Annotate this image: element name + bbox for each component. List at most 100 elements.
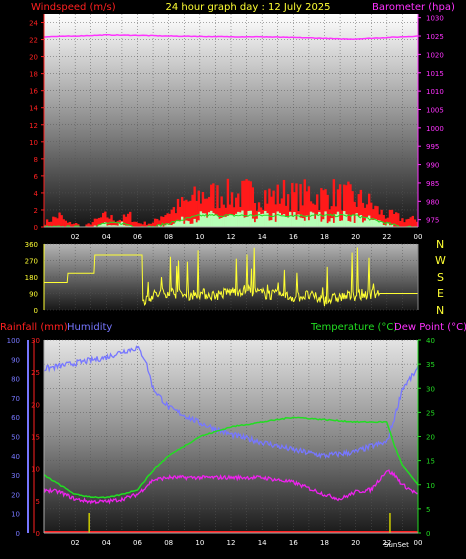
rainfall-tick-label: 25 — [31, 369, 40, 377]
wind-gust-bar — [93, 218, 97, 227]
wind-average-bar — [338, 220, 342, 227]
wind-gust-bar — [70, 224, 74, 227]
wind-gust-bar — [330, 206, 333, 227]
wind-gust-bar — [230, 192, 234, 227]
wind-gust-bar — [205, 198, 209, 227]
wind-direction-line — [44, 247, 418, 307]
wind-gust-bar — [340, 210, 344, 227]
wind-gust-bar — [48, 221, 51, 227]
temperature-tick-label: 20 — [426, 434, 435, 442]
wind-gust-bar — [56, 218, 59, 227]
humidity-tick-label: 100 — [7, 337, 20, 345]
wind-gust-bar — [116, 220, 119, 227]
wind-gust-bar — [332, 179, 336, 227]
temperature-tick-label: 25 — [426, 409, 435, 417]
wind-average-bar — [390, 224, 394, 227]
wind-gust-bar — [72, 223, 76, 227]
wind-average-bar — [191, 223, 194, 227]
wind-gust-bar — [405, 219, 408, 227]
climate-time-tick-label: 18 — [320, 539, 329, 547]
wind-gust-bar — [216, 185, 219, 227]
wind-average-bar — [259, 214, 263, 227]
wind-average-bar — [224, 216, 227, 227]
windspeed-tick-label: 16 — [29, 88, 38, 96]
wind-average-bar — [112, 225, 115, 227]
climate-time-tick-label: 14 — [258, 539, 267, 547]
windspeed-tick-label: 22 — [29, 37, 38, 45]
wind-average-bar — [343, 211, 346, 227]
wind-gust-bar — [359, 189, 363, 227]
wind-gust-bar — [178, 206, 182, 227]
climate-series — [43, 345, 419, 533]
wind-gust-bar — [185, 199, 188, 227]
windspeed-tick-label: 14 — [29, 105, 38, 113]
compass-w: W — [435, 254, 446, 267]
wind-average-bar — [158, 224, 161, 227]
wind-gust-bar — [164, 215, 167, 227]
wind-average-bar — [291, 215, 294, 227]
wind-average-bar — [185, 220, 188, 227]
wind-gust-bar — [295, 183, 298, 227]
wind-gust-bar — [245, 179, 248, 227]
wind-gust-bar — [320, 188, 323, 227]
wind-average-bar — [174, 221, 178, 227]
barometer-tick-label: 995 — [426, 143, 439, 151]
wind-gust-bar — [328, 209, 331, 227]
wind-gust-bar — [353, 201, 356, 227]
temperature-tick-label: 0 — [426, 530, 430, 538]
rainfall-tick-label: 15 — [31, 434, 40, 442]
wind-gust-bar — [106, 217, 109, 227]
wind-gust-bar — [316, 194, 319, 227]
wind-average-bar — [311, 212, 315, 227]
wind-average-bar — [237, 211, 240, 227]
wind-average-bar — [172, 223, 176, 227]
wind-average-bar — [316, 214, 319, 227]
wind-average-bar — [183, 223, 186, 227]
wind-average-bar — [243, 217, 246, 227]
wind-gust-bar — [347, 181, 350, 227]
wind-average-bar — [93, 225, 97, 227]
humidity-tick-label: 40 — [11, 453, 20, 461]
barometer-axis-title: Barometer (hpa) — [372, 2, 455, 13]
wind-gust-bar — [247, 180, 250, 227]
wind-time-tick-label: 02 — [71, 233, 80, 241]
wind-gust-bar — [183, 200, 186, 227]
wind-gust-bar — [75, 222, 78, 227]
wind-average-bar — [106, 225, 109, 227]
wind-gust-bar — [124, 216, 128, 227]
wind-gust-bar — [282, 179, 286, 227]
wind-gust-bar — [376, 206, 379, 227]
rainfall-tick-label: 0 — [36, 530, 40, 538]
windspeed-tick-label: 10 — [29, 139, 38, 147]
wind-average-bar — [276, 211, 279, 227]
humidity-line — [43, 345, 419, 460]
wind-gust-bar — [126, 213, 130, 227]
wind-average-bar — [232, 215, 236, 227]
wind-average-bar — [220, 217, 223, 227]
dewpoint-line — [43, 469, 419, 505]
wind-gust-bar — [399, 220, 402, 227]
wind-gust-bar — [322, 190, 325, 227]
wind-average-bar — [245, 216, 248, 227]
wind-average-bar — [388, 225, 392, 227]
wind-average-bar — [253, 222, 257, 227]
wind-gust-bar — [203, 198, 207, 227]
humidity-tick-label: 0 — [16, 530, 20, 538]
wind-average-bar — [340, 220, 344, 227]
wind-average-bar — [280, 215, 284, 227]
wind-gust-bar — [392, 213, 396, 227]
wind-average-bar — [241, 210, 244, 227]
wind-gust-bar — [397, 213, 400, 227]
direction-tick-label: 0 — [34, 307, 38, 315]
wind-gust-bar — [85, 224, 88, 227]
wind-average-bar — [361, 222, 365, 227]
wind-gust-bar — [143, 221, 146, 227]
wind-gust-bar — [210, 184, 213, 227]
wind-average-bar — [286, 217, 290, 227]
windspeed-tick-label: 8 — [34, 156, 38, 164]
wind-gust-bar — [151, 222, 155, 227]
wind-average-bar — [230, 214, 234, 227]
wind-average-bar — [126, 225, 130, 227]
wind-average-bar — [382, 224, 385, 227]
